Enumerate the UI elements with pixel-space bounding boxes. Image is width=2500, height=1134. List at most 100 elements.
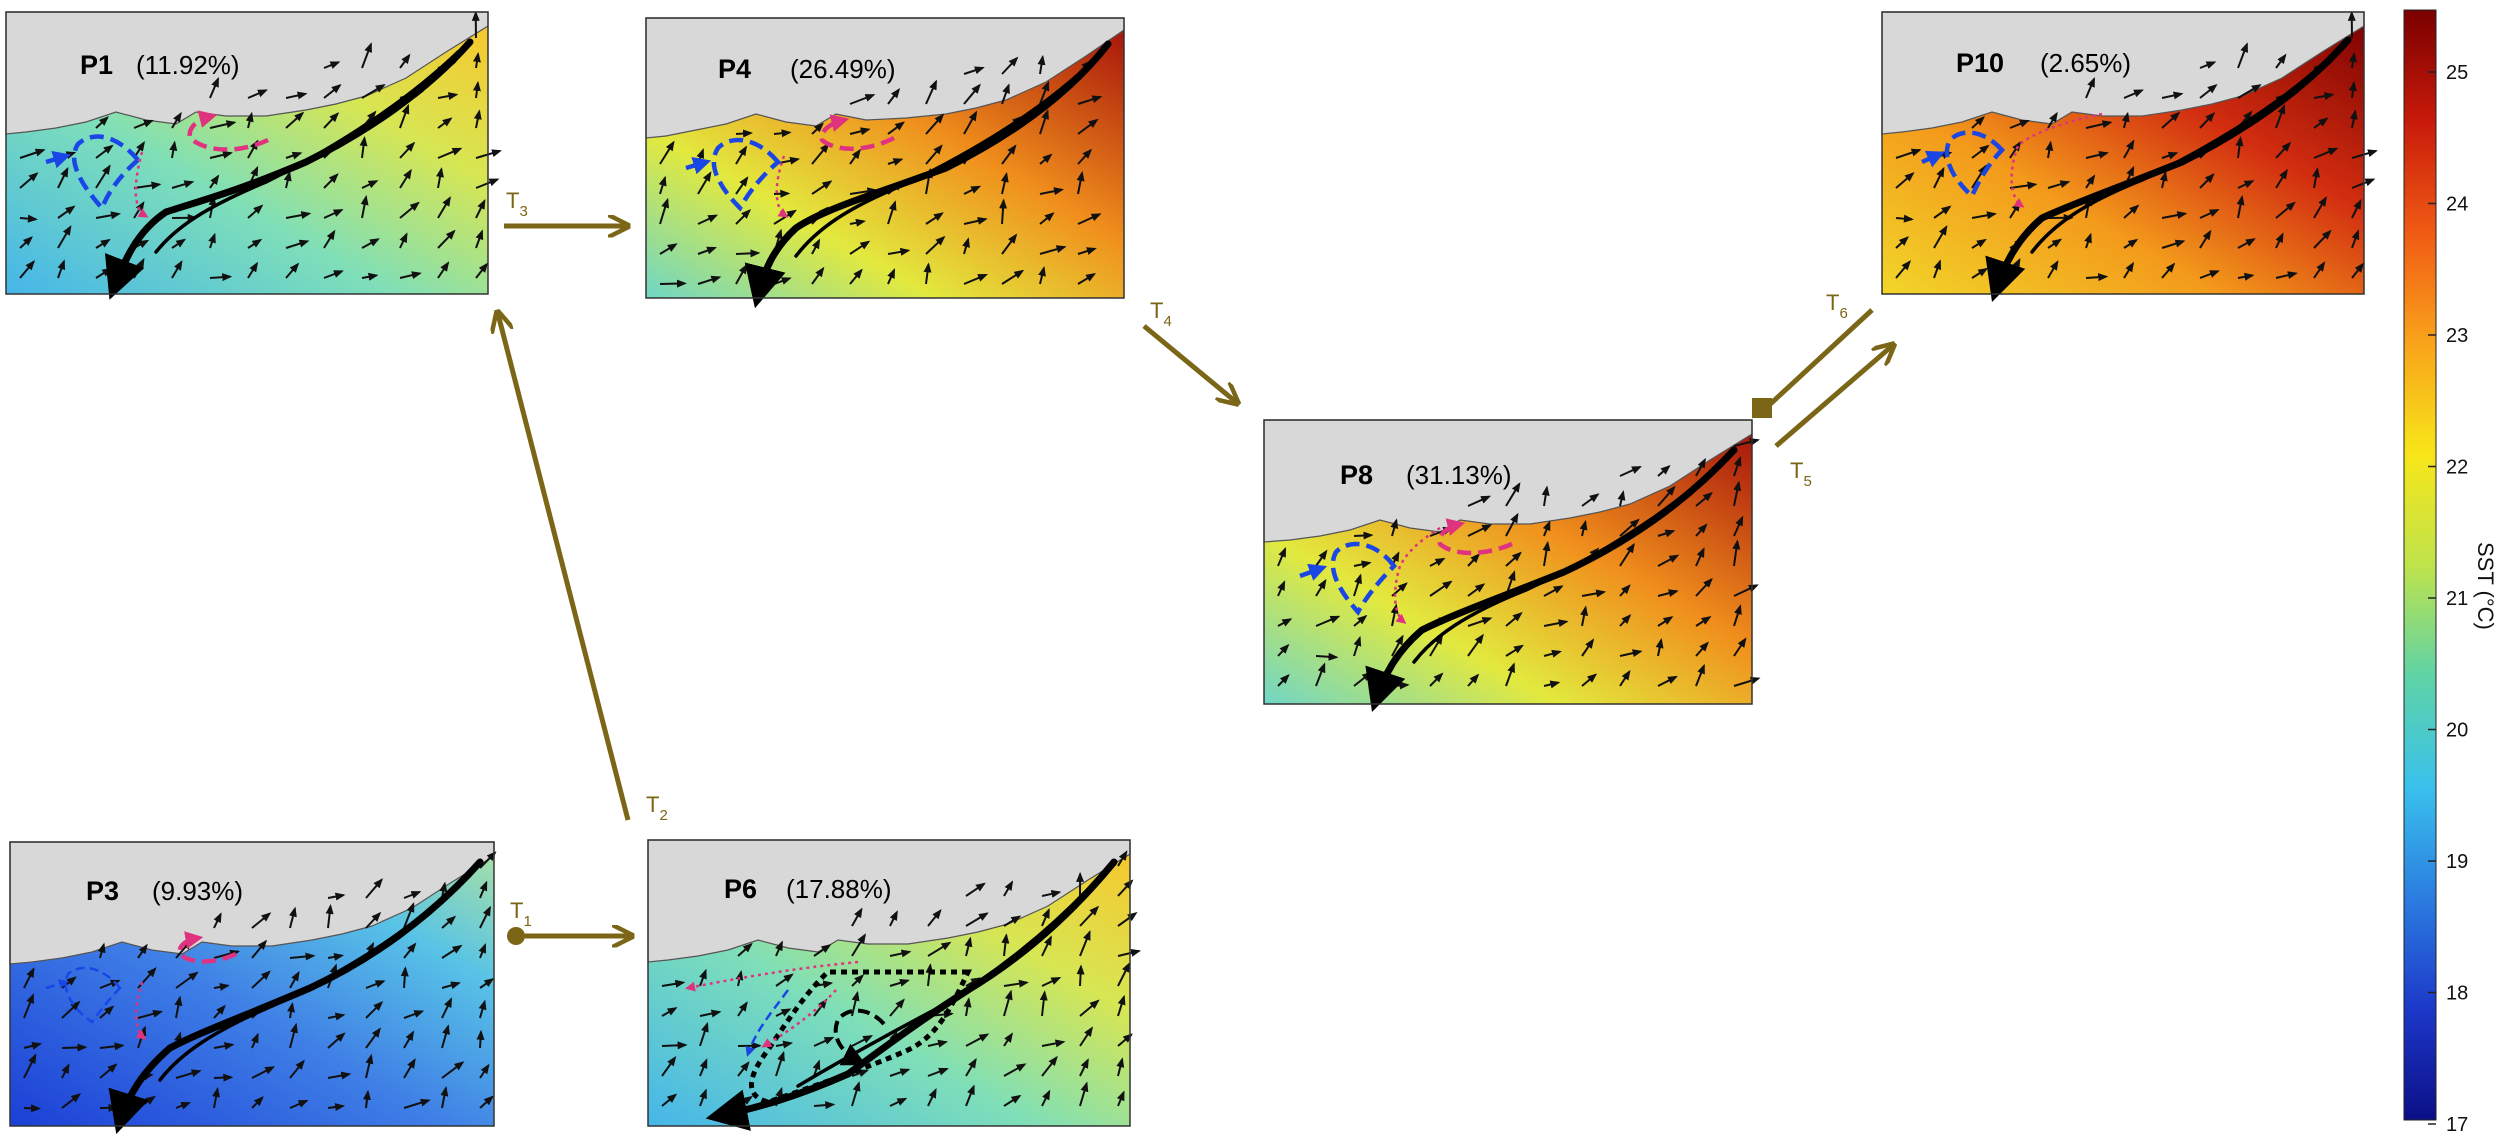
velocity-vector [365,980,386,989]
velocity-vector [1079,999,1100,1017]
velocity-vector [887,121,906,135]
velocity-vector [250,1032,259,1049]
velocity-vector [327,1103,346,1112]
current-path-inner [796,872,1104,1088]
velocity-vector [441,997,453,1019]
transition-label-t5: T5 [1790,458,1812,490]
velocity-vector [661,1007,678,1017]
velocity-vector [1733,604,1742,627]
velocity-vector [323,208,344,219]
velocity-vector [365,911,382,929]
velocity-vector [475,262,489,279]
panel-label-p6: P6 [724,874,757,904]
velocity-vector [1543,619,1569,628]
colorbar-tick-label: 21 [2446,588,2468,610]
velocity-vector [1429,557,1446,567]
velocity-vector [476,1029,485,1049]
velocity-vector [327,1071,352,1080]
velocity-vector [403,1098,431,1109]
flow-pink [1393,526,1441,624]
velocity-vector [251,912,272,929]
velocity-vector [251,939,268,959]
velocity-vector [479,905,491,929]
panel-label-p1: P1 [80,50,113,80]
velocity-vector [1933,205,1952,219]
eddy-blue [1299,541,1397,616]
velocity-vector [95,164,111,189]
velocity-vector [1505,662,1515,687]
velocity-vector [289,1099,309,1109]
velocity-vector [1657,554,1680,567]
velocity-vector [475,199,486,219]
velocity-vector [365,1000,384,1019]
velocity-vector [697,246,717,255]
velocity-vector [963,110,978,135]
velocity-vector [2047,260,2059,279]
velocity-vector [2161,111,2181,129]
velocity-vector [323,270,344,279]
velocity-vector [1971,116,1985,129]
velocity-vector [1116,1090,1125,1107]
panel-frame [1881,11,2365,295]
velocity-vector [285,111,305,129]
velocity-vector [247,89,268,99]
velocity-vector [1117,912,1138,927]
velocity-vector [965,1033,990,1047]
velocity-vector [478,999,487,1019]
velocity-vector [57,205,76,219]
velocity-vector [1933,166,1945,189]
velocity-vector [2313,147,2339,159]
velocity-vector [737,1061,750,1077]
velocity-vector [61,1063,70,1079]
velocity-vector [851,990,860,1017]
velocity-vector [1003,880,1014,897]
velocity-vector [2199,270,2220,279]
velocity-vector [400,966,409,989]
velocity-vector [1391,681,1410,690]
velocity-vector [697,214,719,225]
eddy-blue [45,134,142,213]
velocity-vector [61,1093,82,1109]
velocity-vector [1315,652,1339,661]
velocity-vector [2275,141,2292,159]
velocity-vector [2199,173,2215,189]
velocity-vector [1277,618,1293,627]
velocity-vector [2199,208,2220,219]
velocity-vector [95,116,109,129]
velocity-vector [1041,1089,1051,1107]
velocity-vector [99,1042,125,1051]
velocity-vector [2351,199,2362,219]
velocity-vector [927,1067,949,1077]
velocity-vector [887,268,896,285]
velocity-vector [137,943,148,959]
velocity-vector [209,174,220,189]
velocity-vector [2159,170,2168,189]
velocity-vector [1971,164,1987,189]
velocity-vector [1003,1063,1027,1077]
velocity-vector [1695,616,1712,627]
velocity-vector [1733,480,1742,507]
velocity-vector [1001,144,1017,165]
velocity-vector [1895,214,1914,223]
velocity-vector [1505,551,1522,567]
velocity-vector [437,261,450,279]
current-path [1985,36,2352,302]
velocity-vector [1733,676,1761,687]
velocity-vector [95,211,121,220]
velocity-vector [1733,515,1744,537]
velocity-vector [1467,583,1486,597]
velocity-vector [1353,635,1362,657]
velocity-vector [285,211,312,220]
velocity-vector [2009,141,2021,159]
velocity-vector [2123,204,2140,219]
velocity-vector [283,170,292,189]
velocity-vector [849,240,871,255]
velocity-vector [479,1095,494,1109]
colorbar-tick-label: 18 [2446,983,2468,1005]
velocity-vector [365,1027,381,1049]
panel-percent-p10: (2.65%) [2040,48,2131,78]
velocity-vector [999,198,1008,225]
velocity-vector [851,1069,869,1078]
colorbar-tick-label: 17 [2446,1114,2468,1134]
